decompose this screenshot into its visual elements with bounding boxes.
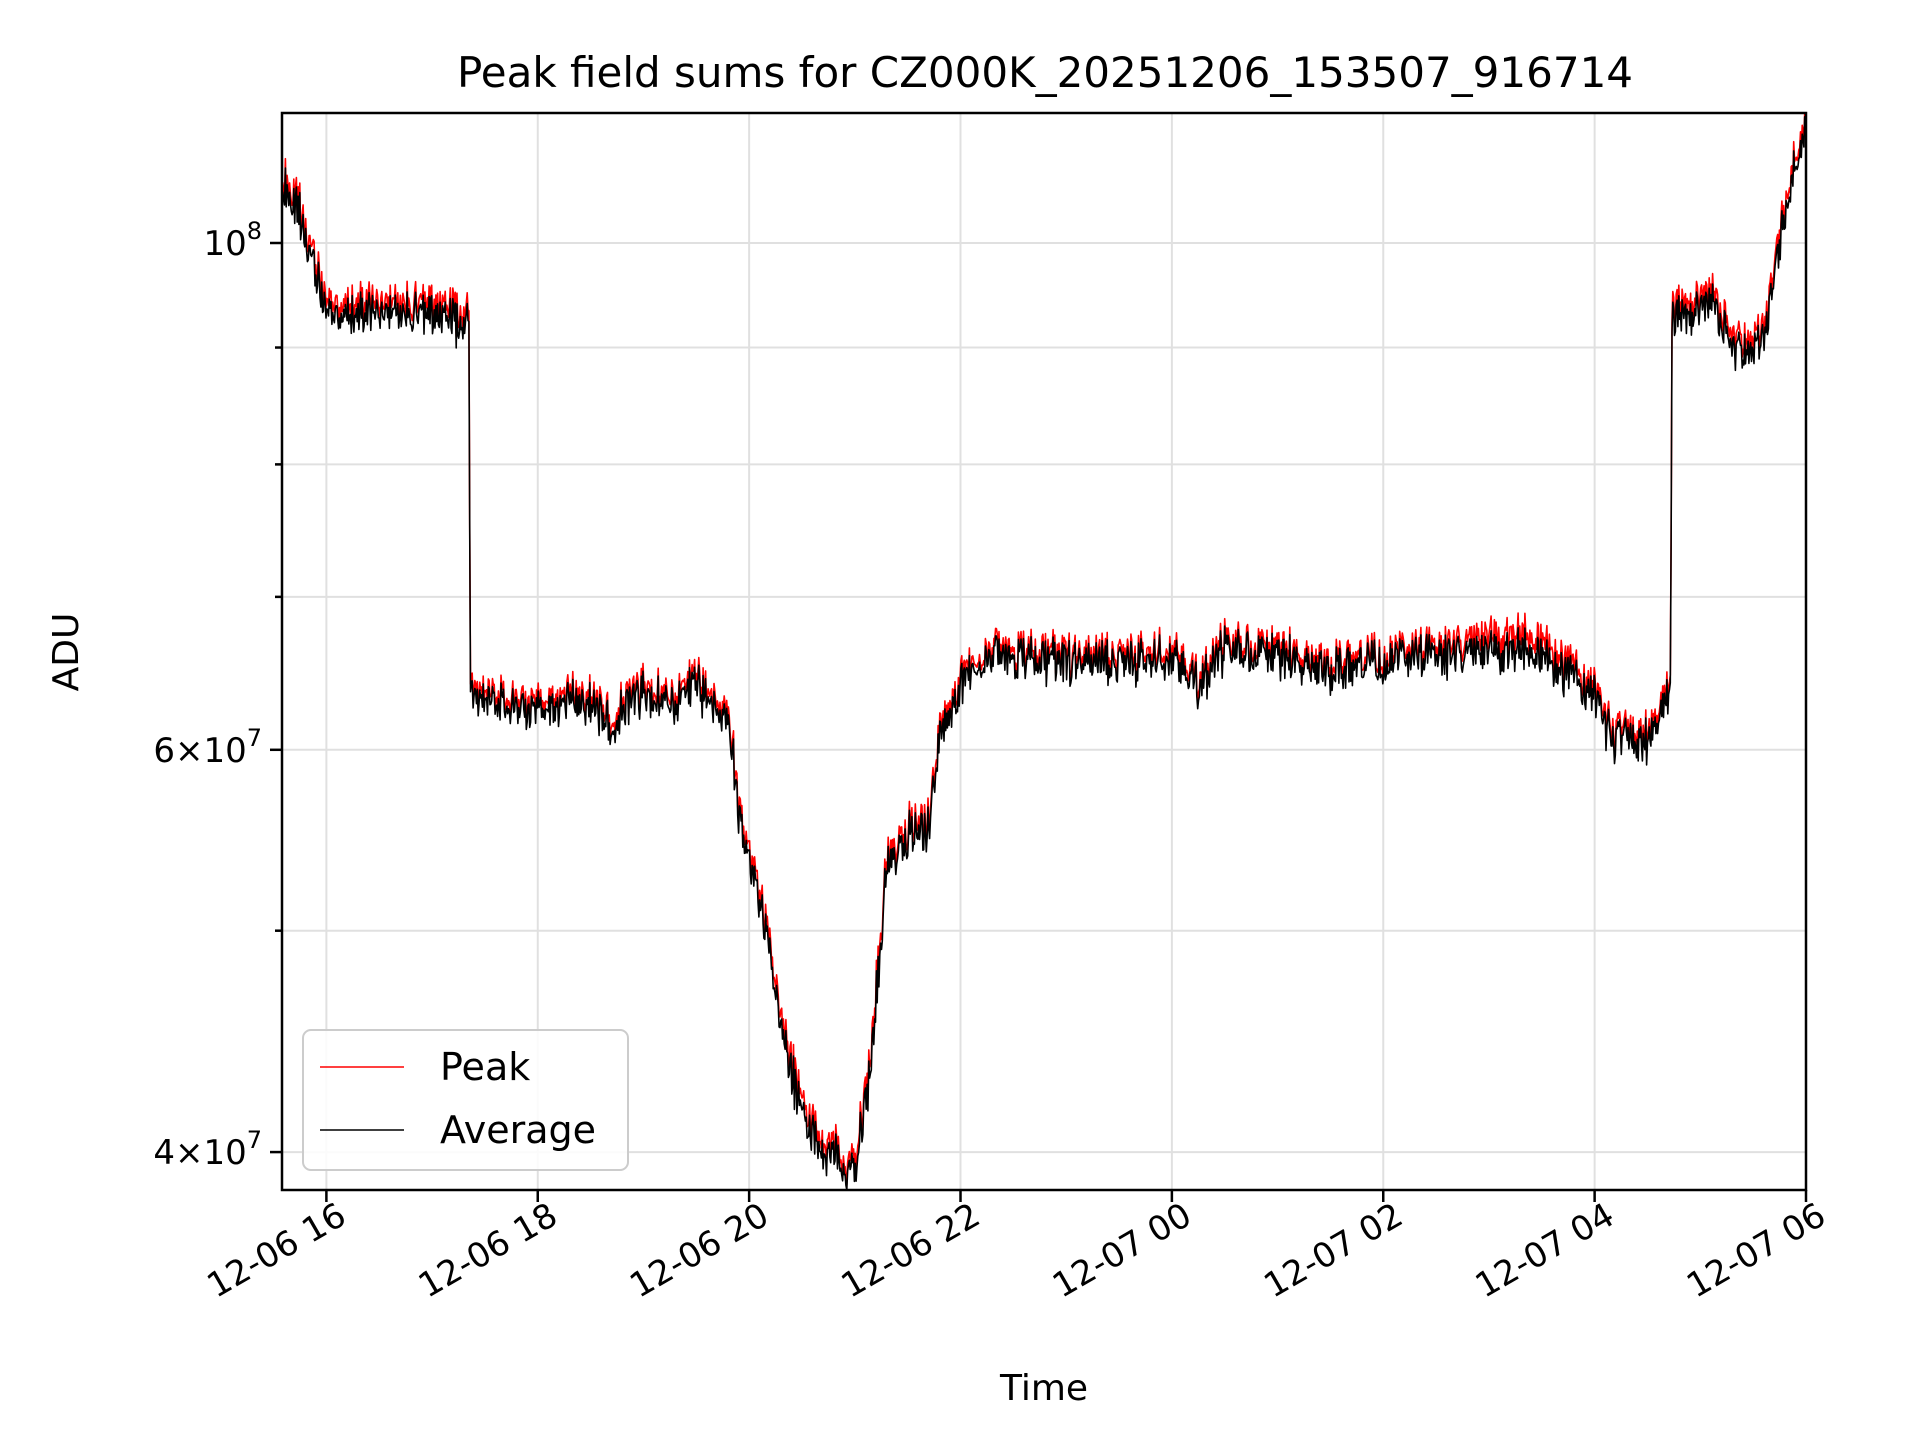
y-axis-label: ADU bbox=[46, 613, 87, 692]
legend-box bbox=[302, 1029, 629, 1171]
series-line-average bbox=[281, 116, 1807, 1191]
y-tick-label: 4×107 bbox=[153, 1126, 262, 1173]
axis-ticks bbox=[270, 241, 1808, 1202]
chart-title: Peak field sums for CZ000K_20251206_1535… bbox=[457, 48, 1633, 97]
legend-label-average: Average bbox=[440, 1108, 596, 1152]
y-tick-labels: 4×107 6×107 108 bbox=[153, 217, 262, 1173]
x-axis-label: Time bbox=[999, 1368, 1088, 1409]
series-lines bbox=[281, 112, 1807, 1191]
plot-frame bbox=[280, 111, 1808, 1192]
y-tick-label: 6×107 bbox=[153, 724, 262, 771]
legend-label-peak: Peak bbox=[440, 1045, 530, 1089]
y-tick-label: 108 bbox=[203, 217, 262, 264]
legend: Peak Average bbox=[302, 1029, 629, 1171]
